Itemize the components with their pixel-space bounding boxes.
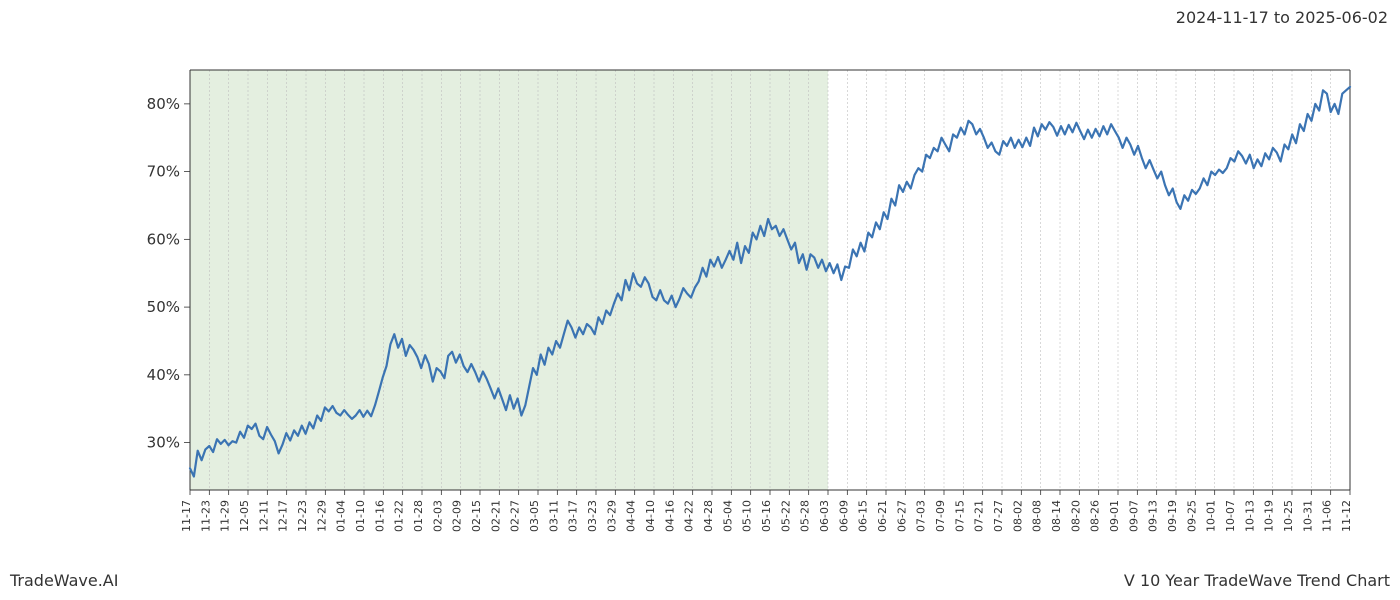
x-tick-label: 08-02 [1011,500,1024,532]
x-tick-label: 09-13 [1147,500,1160,532]
x-tick-label: 12-23 [296,500,309,532]
x-tick-label: 05-04 [721,500,734,532]
x-tick-label: 02-09 [451,500,464,532]
x-tick-label: 04-22 [683,500,696,532]
x-tick-label: 08-20 [1069,500,1082,532]
line-chart: 30% 40% 50% 60% 70% 80% 11-17 11-23 11-29 12-05 12… [0,0,1400,600]
x-tick-label: 09-25 [1185,500,1198,532]
x-tick-label: 06-21 [876,500,889,532]
footer-title: V 10 Year TradeWave Trend Chart [1124,571,1390,590]
x-tick-label: 09-01 [1108,500,1121,532]
x-tick-label: 12-29 [315,500,328,532]
x-tick-label: 03-11 [547,500,560,532]
x-tick-label: 05-28 [799,500,812,532]
highlight-band [190,70,828,490]
x-tick-label: 03-29 [605,500,618,532]
x-tick-label: 06-15 [857,500,870,532]
x-tick-label: 07-03 [915,500,928,532]
x-tick-label: 10-01 [1205,500,1218,532]
x-tick-label: 04-16 [663,500,676,532]
footer-brand: TradeWave.AI [10,571,118,590]
x-tick-label: 06-27 [895,500,908,532]
x-tick-label: 01-28 [412,500,425,532]
x-tick-label: 04-28 [702,500,715,532]
date-range-label: 2024-11-17 to 2025-06-02 [1176,8,1388,27]
x-tick-label: 03-17 [567,500,580,532]
x-tick-label: 07-21 [973,500,986,532]
x-tick-label: 06-09 [837,500,850,532]
x-tick-label: 09-19 [1166,500,1179,532]
x-tick-label: 08-26 [1089,500,1102,532]
x-tick-label: 12-17 [277,500,290,532]
y-tick-label: 70% [147,163,180,181]
x-tick-label: 02-15 [470,500,483,532]
y-tick-label: 50% [147,298,180,316]
x-tick-label: 04-10 [644,500,657,532]
y-tick-label: 60% [147,230,180,248]
x-tick-label: 10-25 [1282,500,1295,532]
x-tick-label: 11-17 [180,500,193,532]
y-tick-label: 80% [147,95,180,113]
x-tick-label: 11-23 [199,500,212,532]
x-tick-label: 02-27 [509,500,522,532]
x-tick-label: 03-05 [528,500,541,532]
x-tick-label: 01-10 [354,500,367,532]
x-tick-label: 01-22 [393,500,406,532]
x-tick-label: 01-16 [373,500,386,532]
x-tick-label: 02-03 [431,500,444,532]
x-tick-label: 08-08 [1031,500,1044,532]
x-tick-label: 07-09 [934,500,947,532]
x-tick-label: 03-23 [586,500,599,532]
x-tick-label: 09-07 [1127,500,1140,532]
x-tick-label: 05-10 [741,500,754,532]
x-tick-label: 10-07 [1224,500,1237,532]
x-tick-label: 10-13 [1243,500,1256,532]
x-tick-label: 04-04 [625,500,638,532]
x-tick-label: 02-21 [489,500,502,532]
y-tick-label: 30% [147,434,180,452]
x-tick-label: 01-04 [335,500,348,532]
x-tick-label: 11-12 [1340,500,1353,532]
x-tick-label: 05-16 [760,500,773,532]
y-tick-label: 40% [147,366,180,384]
x-tick-label: 07-15 [953,500,966,532]
x-tick-label: 10-31 [1301,500,1314,532]
x-tick-label: 12-05 [238,500,251,532]
x-tick-label: 11-06 [1321,500,1334,532]
x-tick-label: 12-11 [257,500,270,532]
x-tick-label: 11-29 [219,500,232,532]
x-tick-label: 05-22 [779,500,792,532]
x-tick-label: 10-19 [1263,500,1276,532]
chart-container: 2024-11-17 to 2025-06-02 30% 40% 50% 60% 70%… [0,0,1400,600]
x-tick-label: 07-27 [992,500,1005,532]
x-tick-label: 08-14 [1050,500,1063,532]
x-tick-label: 06-03 [818,500,831,532]
